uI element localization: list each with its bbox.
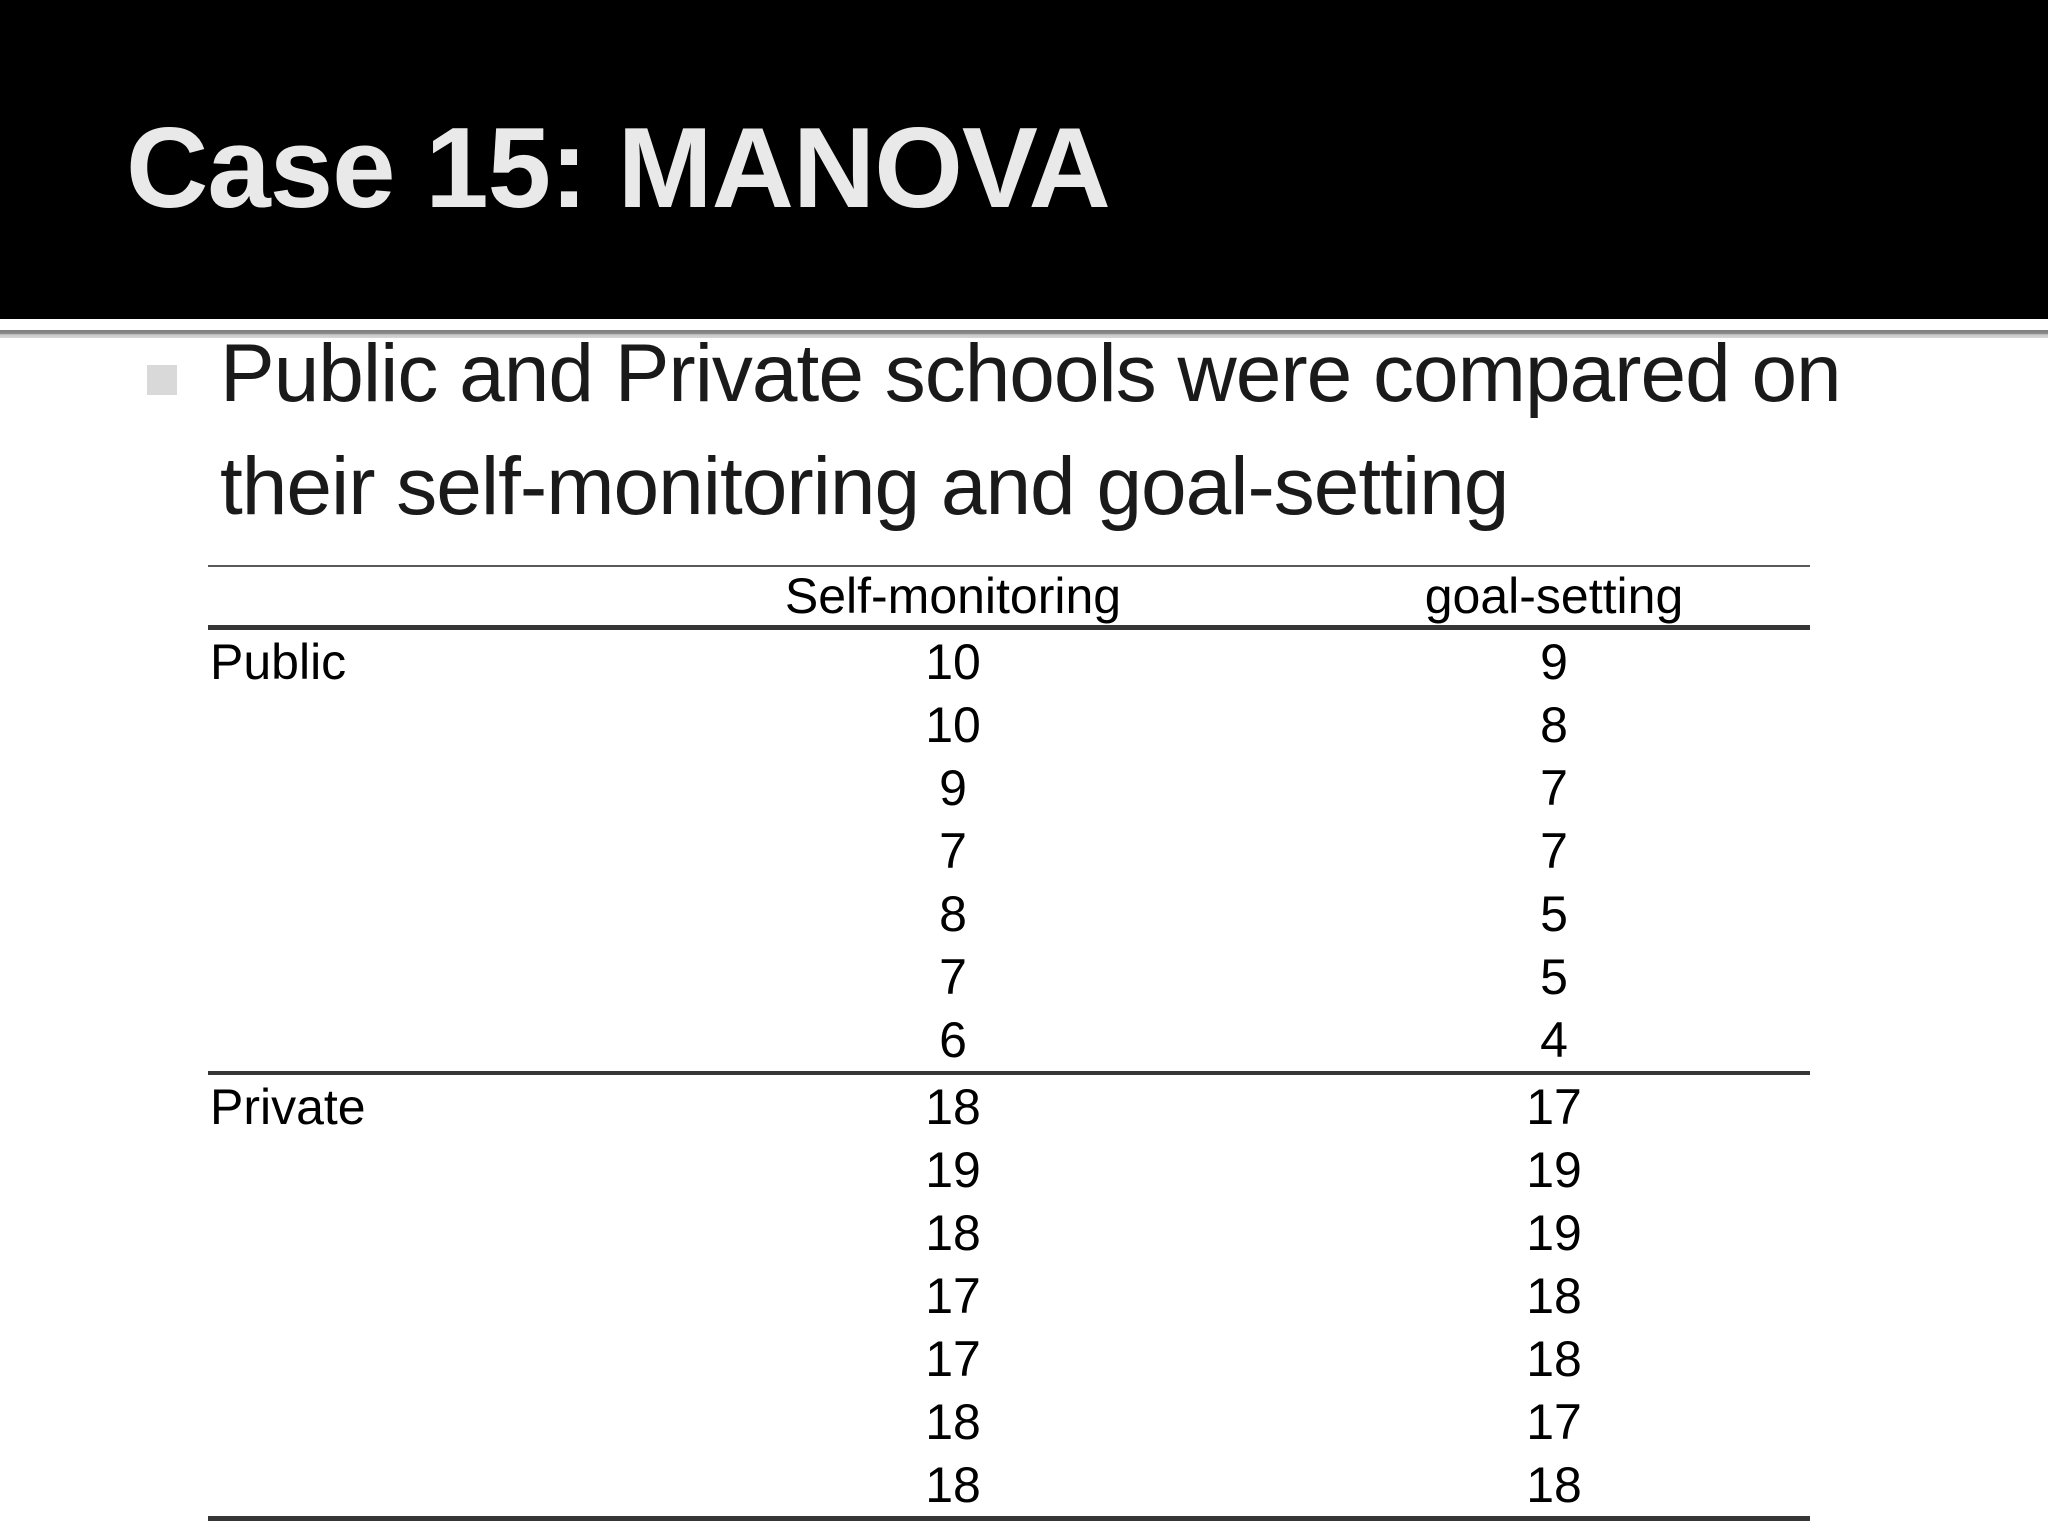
row-group-label: [208, 1390, 608, 1453]
cell-self-monitoring: 9: [939, 759, 967, 816]
cell-goal-setting: 5: [1540, 885, 1568, 942]
table-row: Private 18 17: [208, 1073, 1810, 1138]
cell-self-monitoring: 10: [925, 633, 981, 690]
table-row: Public 10 9: [208, 628, 1810, 694]
cell-self-monitoring: 17: [925, 1267, 981, 1324]
cell-goal-setting: 18: [1526, 1456, 1582, 1513]
cell-goal-setting: 18: [1526, 1330, 1582, 1387]
row-group-label: [208, 1327, 608, 1390]
table-row: 10 8: [208, 693, 1810, 756]
cell-goal-setting: 4: [1540, 1011, 1568, 1068]
cell-self-monitoring: 7: [939, 948, 967, 1005]
cell-self-monitoring: 17: [925, 1330, 981, 1387]
cell-self-monitoring: 18: [925, 1393, 981, 1450]
title-banner: Case 15: MANOVA: [0, 0, 2048, 319]
row-group-label: Public: [210, 633, 347, 690]
row-group-label: [208, 1264, 608, 1327]
table-body: Public 10 9 10 8 9 7 7 7 8 5 7 5 6 4 Private 18 17 19 19 18 1…: [208, 628, 1810, 1519]
table-row: 19 19: [208, 1138, 1810, 1201]
column-header-self-monitoring: Self-monitoring: [784, 568, 1122, 624]
square-bullet-icon: [147, 365, 177, 395]
cell-goal-setting: 5: [1540, 948, 1568, 1005]
cell-goal-setting: 17: [1526, 1393, 1582, 1450]
cell-self-monitoring: 19: [925, 1141, 981, 1198]
cell-self-monitoring: 8: [939, 885, 967, 942]
cell-goal-setting: 19: [1526, 1204, 1582, 1261]
row-group-label: [208, 1138, 608, 1201]
cell-goal-setting: 8: [1540, 696, 1568, 753]
table-row: 17 18: [208, 1264, 1810, 1327]
row-group-label: [208, 882, 608, 945]
cell-self-monitoring: 10: [925, 696, 981, 753]
cell-self-monitoring: 18: [925, 1078, 981, 1135]
cell-goal-setting: 17: [1526, 1078, 1582, 1135]
cell-goal-setting: 18: [1526, 1267, 1582, 1324]
row-group-label: [208, 1453, 608, 1519]
cell-self-monitoring: 18: [925, 1204, 981, 1261]
row-group-label: [208, 945, 608, 1008]
page-title: Case 15: MANOVA: [126, 105, 1111, 232]
cell-goal-setting: 7: [1540, 822, 1568, 879]
table-row: 17 18: [208, 1327, 1810, 1390]
row-group-label: [208, 1201, 608, 1264]
table-row: 18 19: [208, 1201, 1810, 1264]
cell-goal-setting: 7: [1540, 759, 1568, 816]
data-table: Self-monitoring goal-setting Public 10 9 10…: [208, 565, 1810, 1521]
cell-self-monitoring: 7: [939, 822, 967, 879]
banner-separator: [0, 330, 2048, 338]
cell-goal-setting: 9: [1540, 633, 1568, 690]
bullet-text-line-1: Public and Private schools were compared…: [220, 328, 1842, 419]
bullet-text-line-2: their self-monitoring and goal-setting: [220, 441, 1509, 532]
row-group-label: Private: [210, 1078, 366, 1135]
row-group-label: [208, 756, 608, 819]
table-row: 18 17: [208, 1390, 1810, 1453]
table-header-row: Self-monitoring goal-setting: [208, 566, 1810, 628]
column-header-goal-setting: goal-setting: [1424, 568, 1684, 624]
cell-goal-setting: 19: [1526, 1141, 1582, 1198]
row-group-label: [208, 693, 608, 756]
cell-self-monitoring: 18: [925, 1456, 981, 1513]
row-group-label: [208, 819, 608, 882]
bullet-item: Public and Private schools were compared…: [220, 317, 2010, 543]
column-header-empty: [208, 566, 608, 628]
cell-self-monitoring: 6: [939, 1011, 967, 1068]
table-row: 18 18: [208, 1453, 1810, 1519]
row-group-label: [208, 1008, 608, 1073]
